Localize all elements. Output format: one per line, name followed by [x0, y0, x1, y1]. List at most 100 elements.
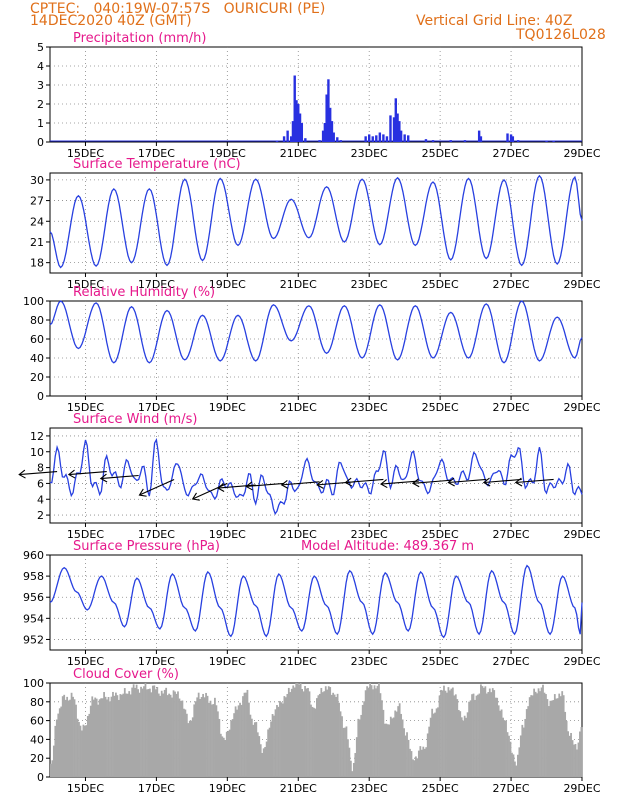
- y-tick-label: 2: [37, 509, 44, 522]
- cloud-bar: [540, 687, 543, 777]
- cloud-bar: [162, 693, 165, 777]
- cloud-bar: [542, 684, 544, 777]
- cloud-bar: [462, 720, 465, 777]
- cloud-bar: [112, 691, 114, 777]
- wind-arrow: [515, 478, 554, 484]
- precip-bar: [382, 134, 385, 142]
- x-tick-label: 21DEC: [280, 655, 317, 668]
- cloud-bar: [519, 735, 522, 777]
- cloud-bar: [410, 751, 413, 777]
- cloud-bar: [446, 692, 448, 777]
- cloud-bar: [571, 740, 574, 777]
- x-tick-label: 17DEC: [138, 528, 175, 541]
- cloud-bar: [488, 688, 491, 777]
- cloud-bar: [367, 688, 370, 777]
- cloud-bar: [304, 685, 306, 777]
- cloud-bar: [313, 707, 315, 777]
- cloud-bar: [310, 704, 312, 777]
- cloud-bar: [287, 687, 290, 777]
- cloud-bar: [50, 763, 52, 777]
- y-tick-label: 0: [37, 390, 44, 403]
- cloud-bar: [428, 726, 431, 777]
- panel-frame: [49, 46, 583, 143]
- cloud-bar: [187, 723, 190, 777]
- precip-bar: [323, 123, 327, 142]
- precip-bar: [509, 134, 513, 142]
- cloud-bar: [412, 759, 414, 777]
- cloud-bar: [144, 683, 147, 777]
- x-tick-label: 25DEC: [422, 147, 459, 160]
- precip-bar: [407, 135, 410, 142]
- cloud-bar: [347, 739, 349, 777]
- precip-bar: [293, 75, 296, 142]
- cloud-bar: [73, 699, 76, 777]
- cloud-bar: [153, 685, 156, 777]
- cloud-bar: [536, 693, 538, 777]
- cloud-bar: [100, 698, 103, 777]
- cloud-bar: [369, 683, 371, 777]
- precip-bar: [394, 98, 397, 142]
- cloud-bar: [296, 683, 299, 777]
- cloud-bar: [67, 700, 70, 777]
- wind-arrow: [380, 480, 419, 485]
- cloud-bar: [466, 712, 469, 777]
- y-tick-label: 952: [23, 633, 44, 646]
- grid-line-info: Vertical Grid Line: 40Z: [416, 13, 573, 29]
- panel-title: Surface Pressure (hPa): [73, 539, 220, 554]
- cloud-bar: [574, 743, 577, 777]
- cloud-bar: [215, 705, 218, 777]
- cloud-bar: [324, 686, 327, 777]
- cloud-bar: [135, 684, 138, 777]
- precip-bar: [385, 136, 389, 142]
- cloud-bar: [451, 687, 454, 777]
- cloud-bar: [518, 747, 521, 777]
- wind-arrow-head: [18, 469, 26, 479]
- cloud-bar: [512, 754, 515, 777]
- cloud-bar: [545, 694, 547, 777]
- cloud-bar: [120, 694, 123, 777]
- cloud-bar: [491, 688, 494, 777]
- cloud-bar: [150, 692, 153, 777]
- series-line: [49, 437, 583, 516]
- wind-arrow-head: [138, 488, 147, 497]
- precip-bar: [275, 141, 279, 142]
- cloud-bar: [468, 701, 470, 777]
- cloud-bar: [262, 748, 265, 777]
- cloud-bar: [122, 693, 125, 777]
- x-tick-label: 19DEC: [209, 147, 246, 160]
- x-tick-label: 29DEC: [563, 147, 600, 160]
- cloud-bar: [239, 702, 241, 777]
- cloud-bar: [533, 688, 536, 777]
- cloud-bar: [265, 741, 268, 777]
- wind-arrow: [139, 478, 175, 496]
- cloud-bar: [480, 684, 482, 777]
- cloud-bar: [178, 698, 181, 777]
- cloud-bar: [249, 714, 252, 777]
- cloud-bar: [199, 698, 202, 777]
- cloud-bar: [543, 692, 546, 777]
- x-tick-label: 27DEC: [493, 655, 530, 668]
- panel-6: 15DEC 17DEC 19DEC 21DEC 23DEC 25DEC 27DEC 29DEC…: [23, 667, 601, 795]
- cloud-bar: [279, 700, 281, 777]
- y-tick-label: 80: [30, 314, 44, 327]
- cloud-bar: [339, 711, 342, 777]
- cloud-bar: [419, 746, 422, 777]
- x-tick-label: 19DEC: [209, 528, 246, 541]
- cloud-bar: [259, 744, 262, 777]
- cloud-bar: [128, 691, 131, 777]
- cloud-bar: [409, 748, 411, 777]
- cloud-bar: [358, 719, 361, 777]
- cloud-bar: [550, 700, 553, 777]
- y-tick-label: 8: [37, 462, 44, 475]
- cloud-bar: [426, 733, 429, 777]
- x-tick-label: 25DEC: [422, 401, 459, 414]
- precip-bar: [291, 121, 295, 142]
- cloud-bar: [422, 746, 425, 777]
- cloud-bar: [97, 704, 100, 777]
- cloud-bar: [527, 706, 530, 777]
- precip-bar: [289, 136, 293, 142]
- cloud-bar: [472, 693, 475, 777]
- cloud-bar: [129, 694, 132, 777]
- y-tick-label: 0: [37, 771, 44, 784]
